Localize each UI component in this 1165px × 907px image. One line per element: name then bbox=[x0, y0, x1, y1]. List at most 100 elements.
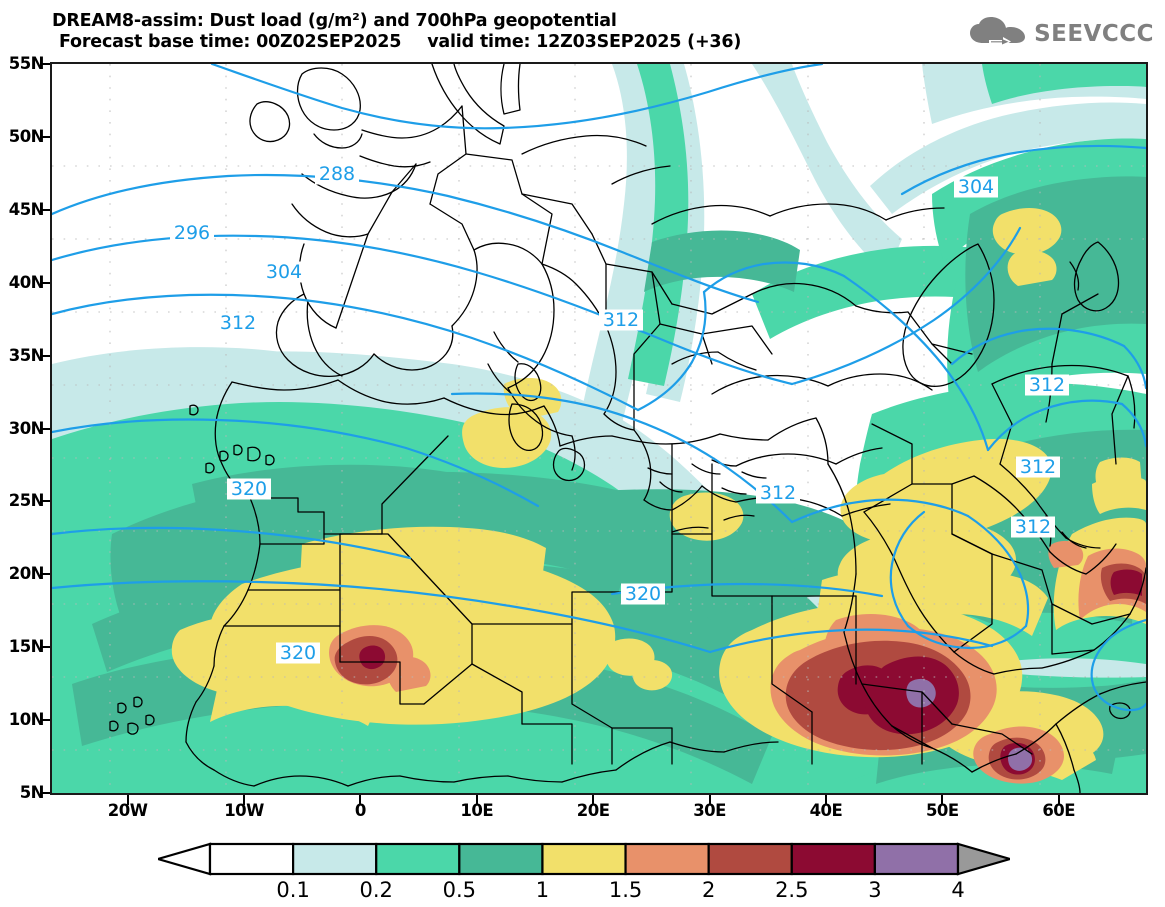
x-axis-tick-mark bbox=[708, 795, 711, 805]
seevccc-logo: SEEVCCC bbox=[969, 16, 1154, 52]
contour-label-bg bbox=[262, 261, 306, 283]
x-axis-tick-40E: 40E bbox=[809, 801, 843, 820]
x-axis-tick-mark bbox=[941, 795, 944, 805]
contour-label-bg bbox=[621, 583, 665, 605]
contour-label-bg bbox=[954, 176, 998, 198]
x-axis-tick-mark bbox=[359, 795, 362, 805]
y-axis-tick-mark bbox=[40, 792, 51, 794]
y-axis-tick-mark bbox=[40, 281, 51, 284]
logo-text: SEEVCCC bbox=[1034, 21, 1154, 47]
forecast-time-line: Forecast base time: 00Z02SEP2025 valid ti… bbox=[52, 32, 741, 53]
x-axis-tick-10W: 10W bbox=[224, 801, 264, 820]
x-axis-tick-mark bbox=[475, 795, 478, 805]
contour-label-296-1: 296 bbox=[174, 222, 210, 244]
y-axis-tick-30N: 30N bbox=[8, 418, 45, 438]
x-axis-tick-mark bbox=[243, 795, 246, 805]
dust-load-map: 2882963043123203203203123123043123123123… bbox=[52, 64, 1146, 793]
header: DREAM8-assim: Dust load (g/m²) and 700hP… bbox=[0, 0, 1165, 62]
colorbar-tick-3: 3 bbox=[868, 878, 882, 902]
x-axis-tick-20E: 20E bbox=[576, 801, 610, 820]
contour-label-bg bbox=[599, 309, 643, 331]
contour-label-bg bbox=[315, 163, 359, 185]
colorbar-tick-0.2: 0.2 bbox=[359, 878, 393, 902]
colorbar-swatch-4 bbox=[541, 842, 627, 876]
contour-label-304-9: 304 bbox=[958, 176, 994, 198]
colorbar: 0.1 0.2 0.5 1 1.5 2 2.5 3 4 bbox=[0, 838, 1165, 907]
colorbar-tick-1: 1 bbox=[535, 878, 550, 902]
dust-load-contours bbox=[52, 64, 1146, 793]
contour-label-bg bbox=[756, 482, 800, 504]
colorbar-arrow-max bbox=[956, 842, 1010, 876]
colorbar-tick-1.5: 1.5 bbox=[608, 878, 643, 902]
y-axis-tick-20N: 20N bbox=[8, 564, 45, 584]
x-axis-tick-30E: 30E bbox=[693, 801, 726, 820]
x-axis-tick-50E: 50E bbox=[925, 801, 959, 820]
y-axis-tick-mark bbox=[40, 646, 51, 649]
colorbar-swatch-0 bbox=[208, 842, 295, 876]
valid-time-text: valid time: 12Z03SEP2025 (+36) bbox=[427, 32, 742, 52]
x-axis-tick-mark bbox=[592, 795, 595, 805]
y-axis-tick-mark bbox=[40, 573, 51, 576]
x-axis-tick-0: 0 bbox=[354, 801, 366, 820]
contour-label-bg bbox=[1016, 456, 1060, 478]
contour-label-288-0: 288 bbox=[319, 163, 355, 185]
y-axis-tick-55N: 55N bbox=[8, 54, 45, 73]
contour-label-312-12: 312 bbox=[1015, 516, 1051, 538]
page-title: DREAM8-assim: Dust load (g/m²) and 700hP… bbox=[52, 11, 617, 31]
colorbar-tick-0.5: 0.5 bbox=[442, 878, 477, 902]
y-axis-tick-45N: 45N bbox=[8, 199, 45, 219]
colorbar-tick-2.5: 2.5 bbox=[775, 878, 809, 902]
colorbar-swatch-1 bbox=[292, 842, 378, 876]
map-plot-area: 2882963043123203203203123123043123123123… bbox=[50, 62, 1148, 795]
y-axis-tick-mark bbox=[40, 500, 51, 503]
colorbar-swatch-8 bbox=[873, 842, 960, 876]
colorbar-swatch-5 bbox=[624, 842, 710, 876]
y-axis-tick-10N: 10N bbox=[8, 710, 45, 730]
colorbar-arrow-min bbox=[158, 842, 212, 876]
colorbar-swatch-2 bbox=[375, 842, 461, 876]
contour-label-312-3: 312 bbox=[220, 312, 256, 334]
contour-label-bg bbox=[1025, 374, 1069, 396]
cloud-arrow-icon bbox=[969, 16, 1027, 52]
contour-label-bg bbox=[227, 478, 271, 500]
contour-label-320-5: 320 bbox=[280, 642, 316, 664]
y-axis-tick-50N: 50N bbox=[8, 126, 45, 146]
x-axis-tick-10E: 10E bbox=[460, 801, 494, 820]
title-block: DREAM8-assim: Dust load (g/m²) and 700hP… bbox=[52, 11, 741, 53]
colorbar-tick-2: 2 bbox=[701, 878, 716, 902]
contour-label-bg bbox=[1011, 516, 1055, 538]
contour-label-320-4: 320 bbox=[231, 478, 267, 500]
y-axis-tick-mark bbox=[40, 354, 51, 357]
colorbar-swatch-3 bbox=[458, 842, 544, 876]
contour-label-bg bbox=[216, 312, 260, 334]
contour-label-group: 2882963043123203203203123123043123123123… bbox=[170, 163, 1069, 664]
geopotential-contours bbox=[52, 64, 1146, 712]
y-axis-tick-mark bbox=[40, 427, 51, 430]
x-axis-tick-20W: 20W bbox=[107, 801, 148, 820]
y-axis-tick-15N: 15N bbox=[8, 637, 45, 657]
contour-label-312-7: 312 bbox=[603, 309, 639, 331]
contour-label-304-2: 304 bbox=[266, 261, 302, 283]
colorbar-swatch-7 bbox=[790, 842, 876, 876]
y-axis-tick-40N: 40N bbox=[8, 272, 45, 292]
contour-label-312-11: 312 bbox=[1020, 456, 1056, 478]
x-axis-tick-mark bbox=[824, 795, 827, 805]
x-axis-tick-60E: 60E bbox=[1042, 801, 1076, 820]
x-axis-tick-mark bbox=[126, 795, 129, 805]
x-axis-tick-mark bbox=[1057, 795, 1060, 805]
coastlines-and-borders bbox=[109, 64, 1146, 793]
contour-label-312-8: 312 bbox=[760, 482, 796, 504]
colorbar-swatches bbox=[158, 842, 1010, 876]
y-axis-tick-25N: 25N bbox=[8, 491, 45, 511]
contour-label-bg bbox=[276, 642, 320, 664]
base-time-text: Forecast base time: 00Z02SEP2025 bbox=[59, 32, 402, 52]
contour-label-320-6: 320 bbox=[625, 583, 661, 605]
colorbar-tick-4: 4 bbox=[951, 878, 965, 902]
y-axis-tick-5N: 5N bbox=[19, 783, 45, 802]
colorbar-tick-0.1: 0.1 bbox=[276, 878, 310, 902]
y-axis-tick-mark bbox=[40, 63, 51, 65]
y-axis-tick-mark bbox=[40, 135, 51, 138]
contour-label-312-10: 312 bbox=[1029, 374, 1065, 396]
colorbar-swatch-6 bbox=[707, 842, 793, 876]
y-axis-tick-mark bbox=[40, 208, 51, 211]
